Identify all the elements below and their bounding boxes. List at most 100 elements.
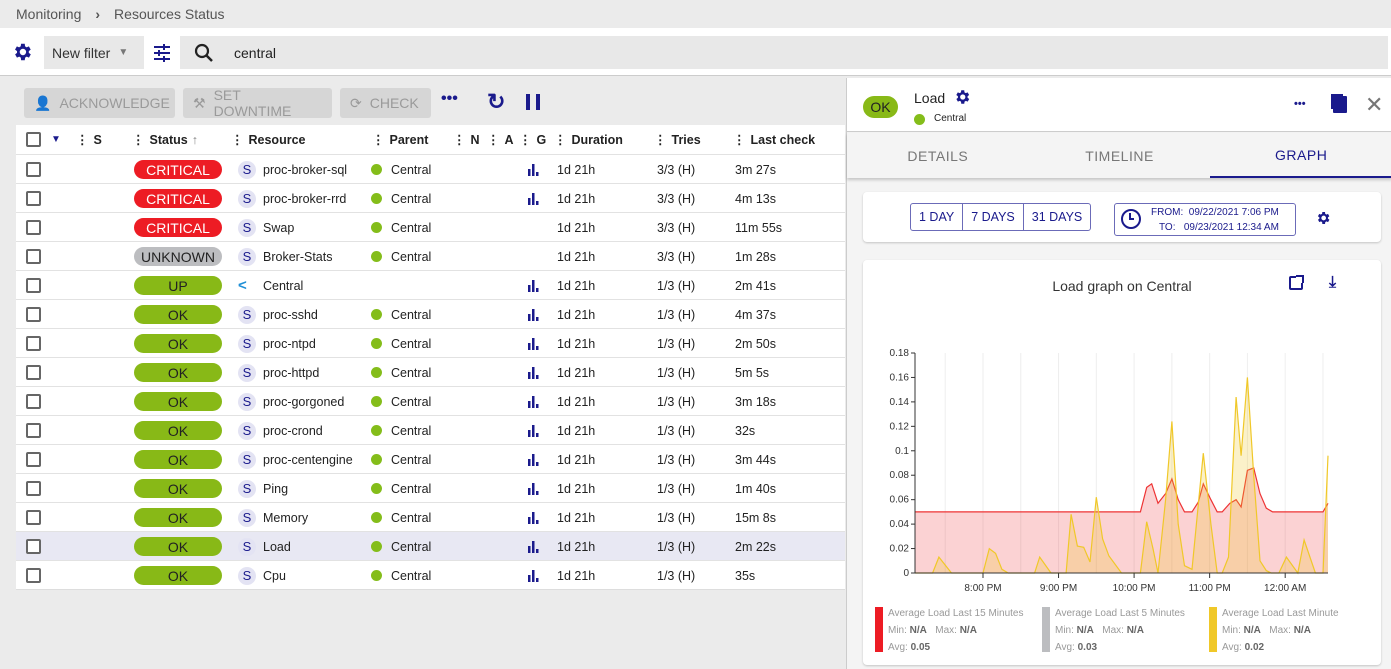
graph-icon[interactable] [527, 482, 539, 495]
row-checkbox[interactable] [26, 394, 41, 409]
breadcrumb-resources-status[interactable]: Resources Status [114, 6, 225, 22]
column-a[interactable]: ⋮ A [487, 132, 514, 148]
legend-item[interactable]: Average Load Last Minute Min: N/A Max: N… [1209, 605, 1339, 656]
table-row[interactable]: OK S Load Central 1d 21h 1/3 (H) 2m 22s [16, 531, 845, 560]
parent-name[interactable]: Central [391, 510, 432, 525]
legend-item[interactable]: Average Load Last 5 Minutes Min: N/A Max… [1042, 605, 1185, 656]
column-s[interactable]: ⋮ S [76, 132, 102, 148]
breadcrumb-monitoring[interactable]: Monitoring [16, 6, 82, 22]
search-field[interactable]: central [180, 36, 1388, 69]
filter-select[interactable]: New filter ▼ [44, 36, 144, 69]
tab-graph[interactable]: GRAPH [1210, 133, 1391, 178]
parent-name[interactable]: Central [391, 365, 432, 380]
row-checkbox[interactable] [26, 336, 41, 351]
graph-icon[interactable] [527, 163, 539, 176]
row-checkbox[interactable] [26, 481, 41, 496]
parent-name[interactable]: Central [391, 162, 432, 177]
acknowledge-button[interactable]: 👤 ACKNOWLEDGE [24, 88, 175, 118]
table-row[interactable]: OK S Cpu Central 1d 21h 1/3 (H) 35s [16, 560, 845, 589]
resource-name[interactable]: proc-gorgoned [263, 394, 345, 409]
graph-icon[interactable] [527, 337, 539, 350]
refresh-icon[interactable]: ↻ [487, 89, 506, 114]
tab-details[interactable]: DETAILS [907, 147, 969, 164]
search-input[interactable]: central [234, 44, 277, 61]
tab-timeline[interactable]: TIMELINE [1085, 147, 1154, 164]
row-checkbox[interactable] [26, 220, 41, 235]
more-icon[interactable]: ••• [1294, 98, 1306, 110]
table-row[interactable]: OK S Ping Central 1d 21h 1/3 (H) 1m 40s [16, 473, 845, 502]
period-7-days[interactable]: 7 DAYS [963, 204, 1024, 230]
resource-name[interactable]: Memory [263, 510, 309, 525]
column-last-check[interactable]: ⋮ Last check [733, 132, 816, 148]
gear-icon[interactable] [11, 41, 33, 63]
parent-name[interactable]: Central [391, 191, 432, 206]
parent-name[interactable]: Central [391, 423, 432, 438]
parent-name[interactable]: Central [391, 220, 432, 235]
row-checkbox[interactable] [26, 307, 41, 322]
resource-name[interactable]: proc-sshd [263, 307, 318, 322]
graph-icon[interactable] [527, 540, 539, 553]
row-checkbox[interactable] [26, 249, 41, 264]
graph-icon[interactable] [527, 308, 539, 321]
row-checkbox[interactable] [26, 191, 41, 206]
table-row[interactable]: UNKNOWN S Broker-Stats Central 1d 21h 3/3… [16, 241, 845, 270]
download-icon[interactable]: ⤓ [1329, 274, 1337, 291]
column-duration[interactable]: ⋮ Duration [554, 132, 623, 148]
row-checkbox[interactable] [26, 278, 41, 293]
resource-name[interactable]: Load [263, 539, 291, 554]
row-checkbox[interactable] [26, 162, 41, 177]
graph-settings-icon[interactable] [1315, 210, 1331, 226]
row-checkbox[interactable] [26, 423, 41, 438]
graph-icon[interactable] [527, 395, 539, 408]
graph-icon[interactable] [527, 192, 539, 205]
select-all-checkbox[interactable] [26, 132, 41, 147]
parent-name[interactable]: Central [391, 568, 432, 583]
column-n[interactable]: ⋮ N [453, 132, 480, 148]
close-icon[interactable]: ✕ [1365, 92, 1384, 117]
more-actions-icon[interactable]: ••• [441, 90, 458, 107]
graph-icon[interactable] [527, 424, 539, 437]
table-row[interactable]: OK S Memory Central 1d 21h 1/3 (H) 15m 8s [16, 502, 845, 531]
parent-name[interactable]: Central [391, 452, 432, 467]
resource-name[interactable]: proc-centengine [263, 452, 353, 467]
legend-item[interactable]: Average Load Last 15 Minutes Min: N/A Ma… [875, 605, 1023, 656]
row-checkbox[interactable] [26, 568, 41, 583]
graph-icon[interactable] [527, 453, 539, 466]
open-external-icon[interactable] [1289, 275, 1304, 290]
parent-name[interactable]: Central [391, 307, 432, 322]
resource-name[interactable]: proc-broker-sql [263, 162, 348, 177]
parent-name[interactable]: Central [391, 249, 432, 264]
column-resource[interactable]: ⋮ Resource [231, 132, 306, 148]
row-checkbox[interactable] [26, 510, 41, 525]
set-downtime-button[interactable]: ⚒ SET DOWNTIME [183, 87, 332, 119]
graph-icon[interactable] [527, 569, 539, 582]
resource-name[interactable]: proc-crond [263, 423, 323, 438]
row-checkbox[interactable] [26, 452, 41, 467]
gear-icon[interactable] [953, 88, 971, 106]
resource-name[interactable]: Cpu [263, 568, 286, 583]
date-range-picker[interactable]: FROM: 09/22/2021 7:06 PM TO: 09/23/2021 … [1114, 203, 1296, 236]
resource-name[interactable]: proc-httpd [263, 365, 320, 380]
check-button[interactable]: ⟳ CHECK [340, 88, 431, 118]
column-status[interactable]: ⋮ Status ↑ [132, 132, 198, 148]
column-parent[interactable]: ⋮ Parent [372, 132, 429, 148]
parent-name[interactable]: Central [391, 336, 432, 351]
column-g[interactable]: ⋮ G [519, 132, 547, 148]
column-tries[interactable]: ⋮ Tries [654, 132, 701, 148]
period-31-days[interactable]: 31 DAYS [1031, 210, 1083, 224]
copy-icon[interactable] [1333, 96, 1347, 113]
resource-name[interactable]: Ping [263, 481, 289, 496]
resource-name[interactable]: Swap [263, 220, 295, 235]
resource-name[interactable]: Broker-Stats [263, 249, 333, 264]
parent-name[interactable]: Central [391, 539, 432, 554]
pause-icon[interactable] [526, 94, 540, 110]
period-1-day[interactable]: 1 DAY [911, 204, 964, 230]
resource-name[interactable]: proc-ntpd [263, 336, 316, 351]
resource-name[interactable]: Central [263, 278, 304, 293]
